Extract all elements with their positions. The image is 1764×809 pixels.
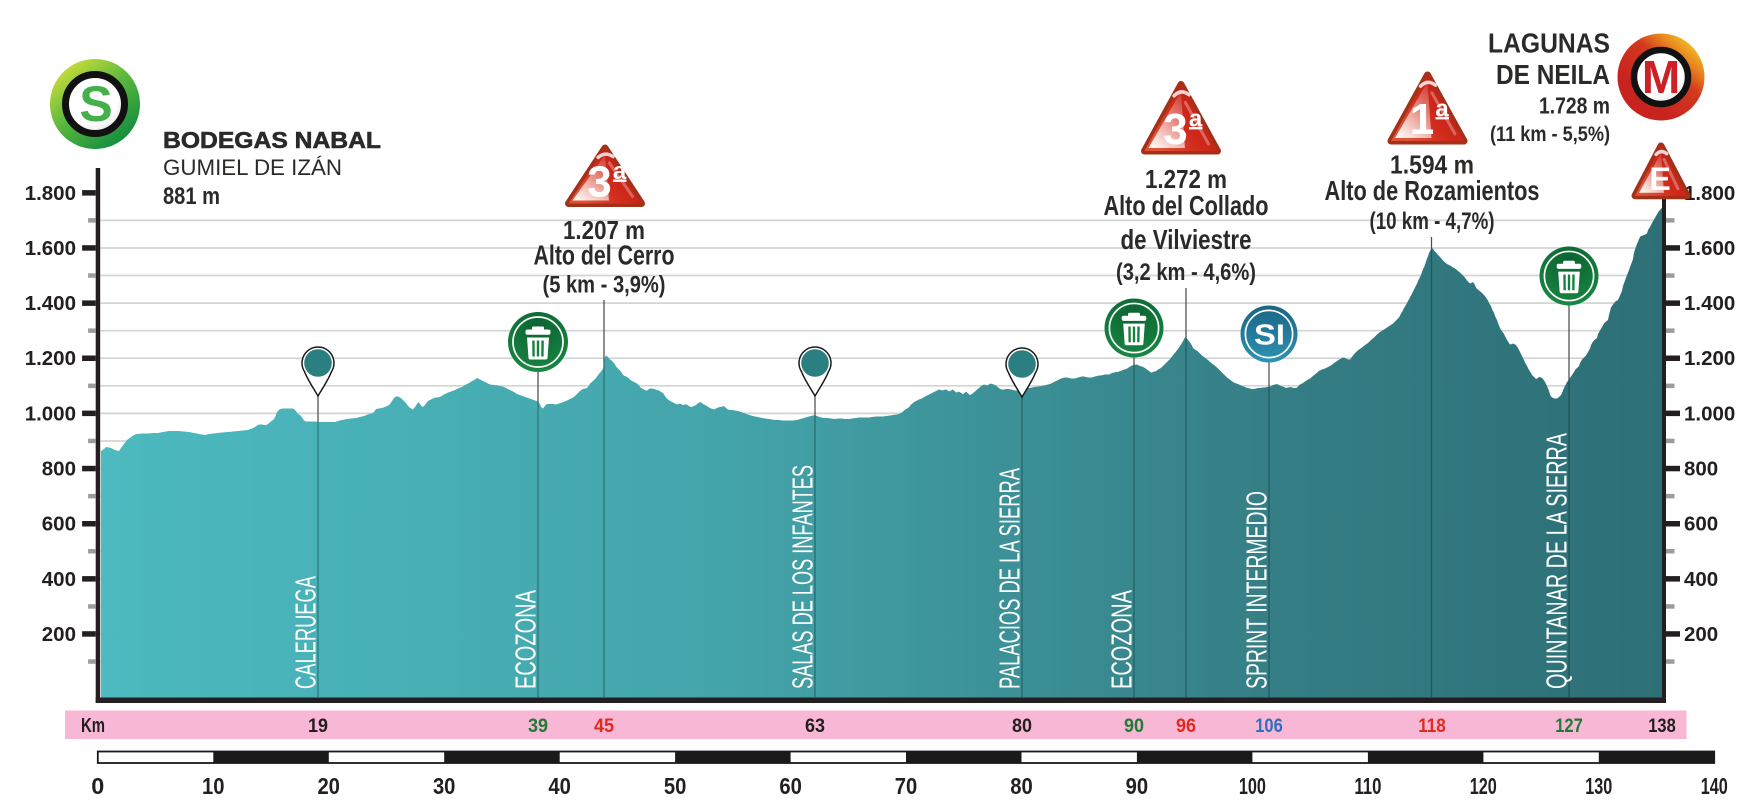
svg-text:BODEGAS NABAL: BODEGAS NABAL xyxy=(163,127,381,153)
svg-text:1.594 m: 1.594 m xyxy=(1390,149,1474,179)
svg-text:120: 120 xyxy=(1470,773,1497,799)
svg-text:S: S xyxy=(79,76,112,132)
svg-text:130: 130 xyxy=(1585,773,1612,799)
svg-text:SPRINT INTERMEDIO: SPRINT INTERMEDIO xyxy=(1242,491,1274,689)
svg-text:a: a xyxy=(613,158,627,185)
svg-text:(10 km - 4,7%): (10 km - 4,7%) xyxy=(1370,208,1495,235)
svg-text:a: a xyxy=(1435,96,1449,123)
svg-text:3: 3 xyxy=(587,158,611,207)
svg-text:20: 20 xyxy=(317,773,340,799)
svg-text:800: 800 xyxy=(42,458,76,481)
svg-text:Alto del Collado: Alto del Collado xyxy=(1104,190,1269,221)
svg-text:400: 400 xyxy=(42,568,76,591)
svg-text:200: 200 xyxy=(42,623,76,646)
svg-text:110: 110 xyxy=(1354,773,1381,799)
svg-text:19: 19 xyxy=(308,715,328,737)
svg-text:800: 800 xyxy=(1684,458,1718,481)
svg-text:Km: Km xyxy=(81,714,105,737)
svg-text:SI: SI xyxy=(1254,320,1285,352)
svg-text:600: 600 xyxy=(42,513,76,536)
svg-text:DE NEILA: DE NEILA xyxy=(1496,59,1610,90)
svg-text:(5 km - 3,9%): (5 km - 3,9%) xyxy=(543,272,666,299)
svg-text:1.800: 1.800 xyxy=(25,182,76,205)
svg-text:ECOZONA: ECOZONA xyxy=(1107,590,1139,689)
svg-text:1.272 m: 1.272 m xyxy=(1145,164,1227,194)
svg-text:39: 39 xyxy=(528,715,548,737)
svg-text:881 m: 881 m xyxy=(163,183,220,210)
svg-text:1.400: 1.400 xyxy=(25,292,76,315)
svg-text:106: 106 xyxy=(1255,715,1283,737)
svg-text:63: 63 xyxy=(805,715,825,737)
svg-text:3: 3 xyxy=(1163,105,1187,154)
svg-text:PALACIOS DE LA SIERRA: PALACIOS DE LA SIERRA xyxy=(995,468,1027,689)
svg-text:Alto del Cerro: Alto del Cerro xyxy=(534,240,675,271)
svg-text:1.000: 1.000 xyxy=(1684,402,1735,425)
svg-text:1.400: 1.400 xyxy=(1684,292,1735,315)
svg-text:1.200: 1.200 xyxy=(1684,347,1735,370)
svg-text:80: 80 xyxy=(1012,715,1032,737)
svg-text:96: 96 xyxy=(1176,715,1196,737)
svg-text:45: 45 xyxy=(594,715,614,737)
svg-text:1: 1 xyxy=(1410,95,1434,144)
svg-text:Alto de Rozamientos: Alto de Rozamientos xyxy=(1325,175,1540,206)
svg-text:70: 70 xyxy=(895,773,918,799)
svg-text:400: 400 xyxy=(1684,568,1718,591)
svg-text:a: a xyxy=(1189,106,1203,133)
svg-text:80: 80 xyxy=(1010,773,1033,799)
svg-text:140: 140 xyxy=(1701,773,1728,799)
svg-text:90: 90 xyxy=(1126,773,1149,799)
svg-text:(11 km - 5,5%): (11 km - 5,5%) xyxy=(1490,122,1610,146)
svg-text:600: 600 xyxy=(1684,513,1718,536)
svg-text:1.600: 1.600 xyxy=(1684,237,1735,260)
svg-text:M: M xyxy=(1642,51,1680,103)
svg-text:138: 138 xyxy=(1648,715,1676,737)
svg-text:ECOZONA: ECOZONA xyxy=(511,590,543,689)
svg-text:1.000: 1.000 xyxy=(25,402,76,425)
svg-text:30: 30 xyxy=(433,773,456,799)
svg-text:50: 50 xyxy=(664,773,687,799)
svg-text:100: 100 xyxy=(1239,773,1266,799)
svg-text:118: 118 xyxy=(1418,715,1446,737)
svg-text:40: 40 xyxy=(548,773,571,799)
svg-text:1.800: 1.800 xyxy=(1684,182,1735,205)
svg-text:0: 0 xyxy=(91,773,104,799)
svg-text:90: 90 xyxy=(1124,715,1144,737)
svg-text:(3,2 km - 4,6%): (3,2 km - 4,6%) xyxy=(1116,259,1256,286)
svg-text:E: E xyxy=(1649,161,1670,197)
svg-text:LAGUNAS: LAGUNAS xyxy=(1488,28,1610,59)
svg-text:200: 200 xyxy=(1684,623,1718,646)
svg-text:1.207 m: 1.207 m xyxy=(563,215,645,245)
svg-text:CALERUEGA: CALERUEGA xyxy=(291,576,323,689)
svg-text:10: 10 xyxy=(202,773,225,799)
svg-text:GUMIEL DE IZÁN: GUMIEL DE IZÁN xyxy=(163,155,342,180)
svg-text:127: 127 xyxy=(1555,715,1583,737)
svg-text:60: 60 xyxy=(779,773,802,799)
svg-text:1.728 m: 1.728 m xyxy=(1539,93,1610,119)
svg-text:1.200: 1.200 xyxy=(25,347,76,370)
svg-text:QUINTANAR DE LA SIERRA: QUINTANAR DE LA SIERRA xyxy=(1542,433,1574,689)
svg-text:SALAS DE LOS INFANTES: SALAS DE LOS INFANTES xyxy=(788,465,820,689)
svg-text:1.600: 1.600 xyxy=(25,237,76,260)
svg-text:de Vilviestre: de Vilviestre xyxy=(1121,224,1252,255)
